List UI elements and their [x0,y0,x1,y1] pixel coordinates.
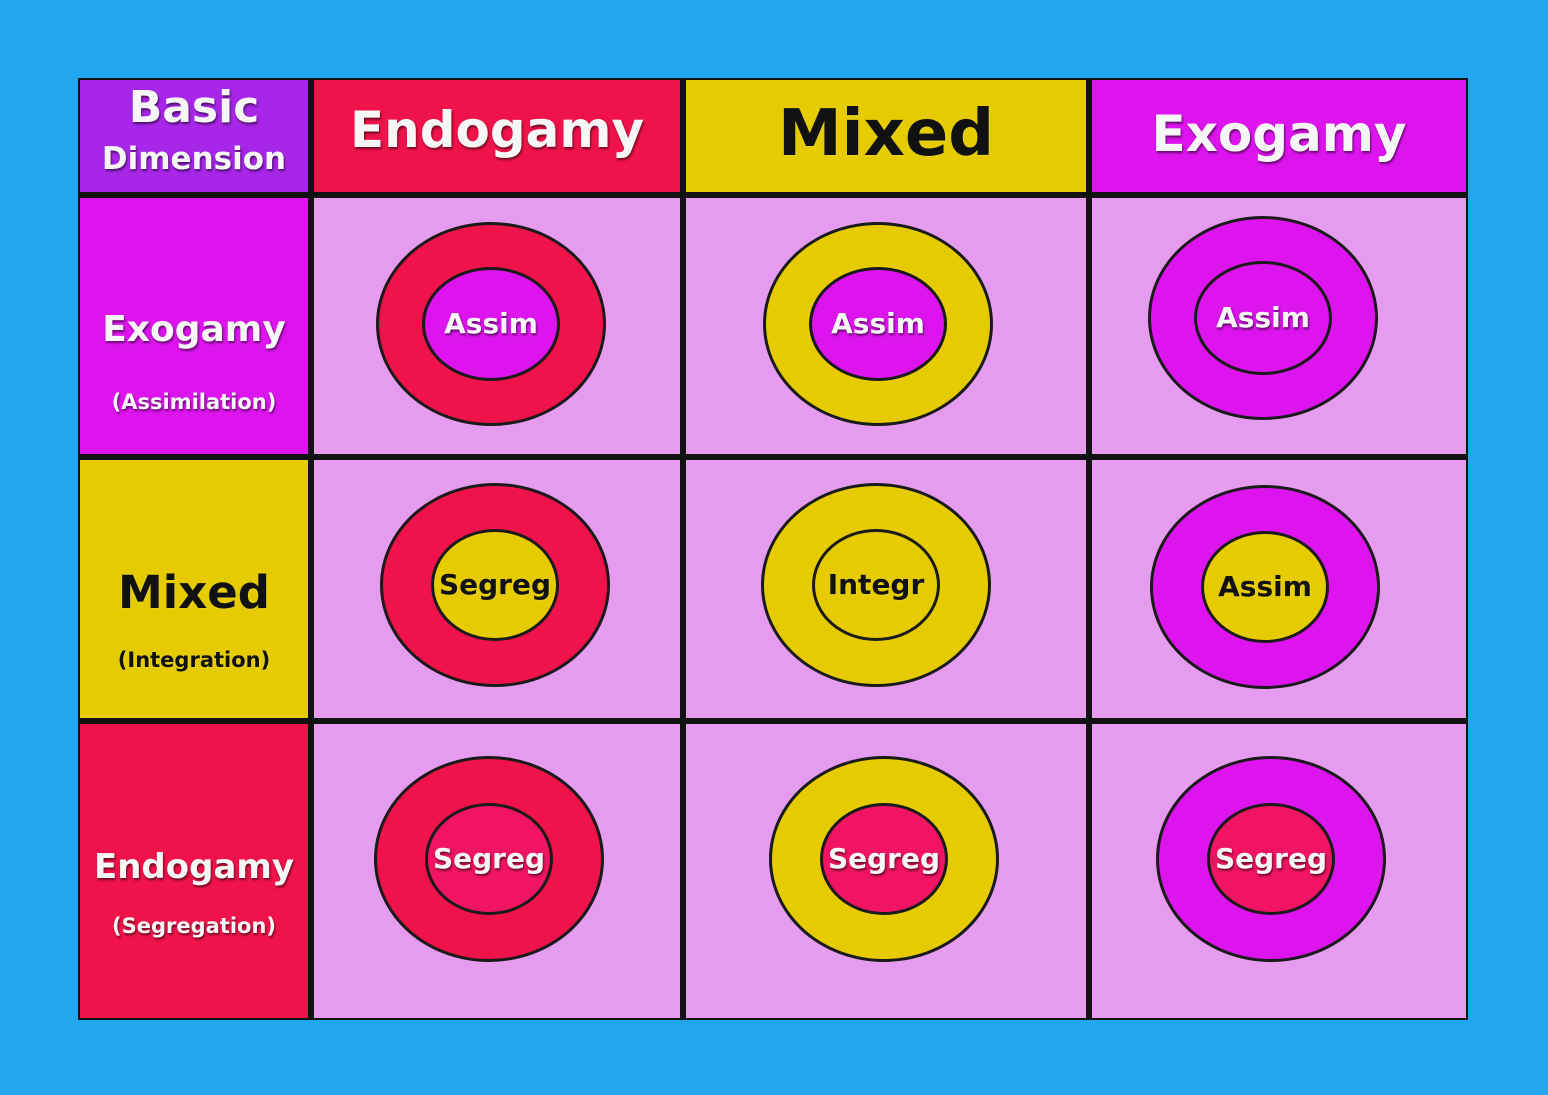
inner-circle: Segreg [431,529,559,641]
inner-circle: Segreg [820,803,948,915]
outer-ring: Segreg [374,756,604,962]
inner-circle: Segreg [425,803,553,915]
typology-cell: Assim [312,196,682,456]
typology-cell: Segreg [684,722,1088,1020]
column-header-label: Exogamy [1151,105,1407,163]
row-header-exogamy: Exogamy (Assimilation) [78,196,310,456]
corner-title: Basic [128,82,260,133]
column-header-endogamy: Endogamy [312,78,682,194]
outer-ring: Assim [376,222,606,426]
cell-outcome-label: Segreg [432,842,546,875]
inner-circle: Assim [1194,261,1332,375]
typology-cell: Integr [684,458,1088,720]
cell-outcome-label: Segreg [827,842,941,875]
outer-ring: Segreg [380,483,610,687]
row-header-label: Mixed [118,566,270,619]
cell-outcome-label: Assim [1216,301,1310,334]
inner-circle: Segreg [1207,803,1335,915]
cell-outcome-label: Segreg [1214,842,1328,875]
cell-outcome-label: Integr [827,568,925,601]
outer-ring: Assim [1150,485,1380,689]
corner-header-cell: Basic Dimension [78,78,310,194]
cell-outcome-label: Assim [444,307,538,340]
row-header-mixed: Mixed (Integration) [78,458,310,720]
typology-table: Basic Dimension Endogamy Mixed Exogamy E… [78,78,1468,1020]
outer-ring: Assim [1148,216,1378,420]
column-header-exogamy: Exogamy [1090,78,1468,194]
inner-circle: Assim [422,267,560,381]
typology-cell: Assim [1090,196,1468,456]
cell-outcome-label: Assim [1218,570,1312,603]
outer-ring: Segreg [769,756,999,962]
row-header-endogamy: Endogamy (Segregation) [78,722,310,1020]
cell-outcome-label: Assim [831,307,925,340]
typology-cell: Segreg [312,458,682,720]
outer-ring: Segreg [1156,756,1386,962]
inner-circle: Assim [1201,531,1329,643]
inner-circle: Assim [809,267,947,381]
typology-cell: Assim [684,196,1088,456]
outer-ring: Assim [763,222,993,426]
row-header-sublabel: (Integration) [117,648,271,672]
row-header-label: Endogamy [94,847,294,887]
row-header-sublabel: (Assimilation) [111,390,277,414]
row-header-sublabel: (Segregation) [111,914,276,938]
row-header-label: Exogamy [102,309,286,350]
inner-circle: Integr [812,529,940,641]
cell-outcome-label: Segreg [438,568,552,601]
corner-subtitle: Dimension [101,141,287,177]
typology-cell: Assim [1090,458,1468,720]
column-header-label: Mixed [777,97,995,171]
typology-cell: Segreg [1090,722,1468,1020]
typology-cell: Segreg [312,722,682,1020]
column-header-label: Endogamy [349,101,645,159]
column-header-mixed: Mixed [684,78,1088,194]
outer-ring: Integr [761,483,991,687]
